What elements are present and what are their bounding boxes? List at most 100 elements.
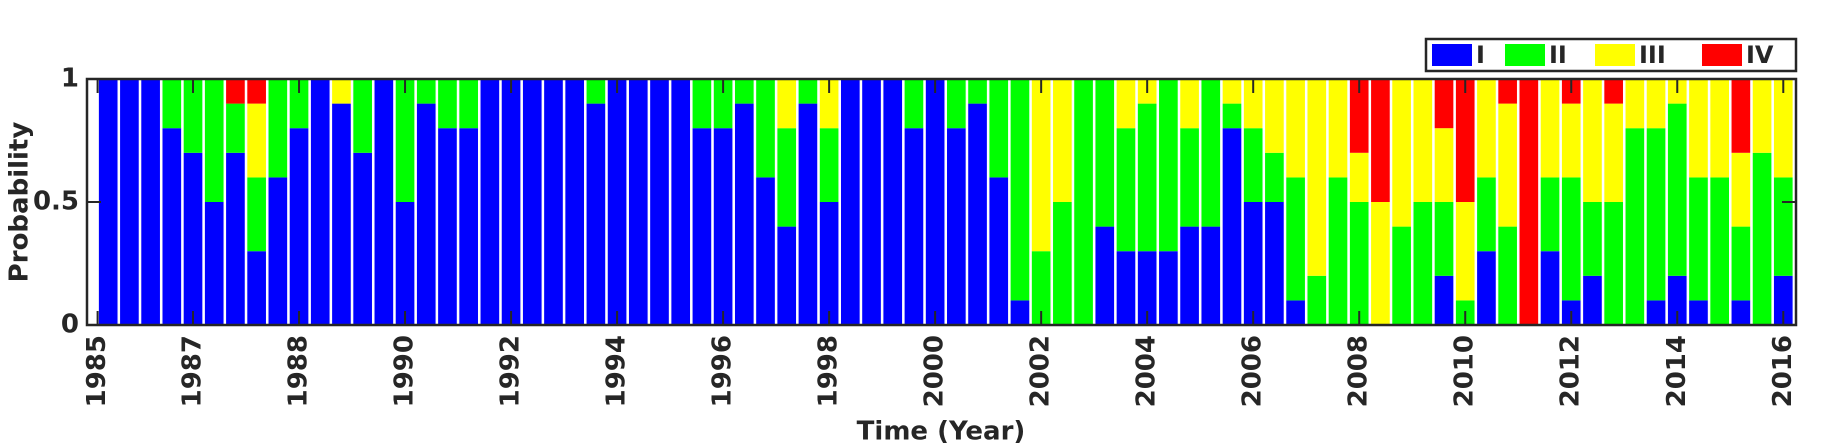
bar-segment <box>756 79 775 178</box>
bar-segment <box>1053 79 1072 202</box>
bar-segment <box>1328 79 1348 178</box>
bar-segment <box>1477 79 1496 178</box>
bar-segment <box>1265 152 1284 202</box>
bar-segment <box>968 79 987 104</box>
bar-segment <box>1286 177 1305 301</box>
bar-segment <box>862 79 881 325</box>
bar-segment <box>1180 226 1199 325</box>
legend-swatch <box>1505 44 1545 66</box>
bar-segment <box>1646 128 1666 301</box>
y-tick-label: 0.5 <box>33 187 79 217</box>
bar-segment <box>1243 128 1263 202</box>
x-tick-label: 1987 <box>178 335 208 407</box>
bar-segment <box>989 79 1009 178</box>
bar-segment <box>1604 103 1623 202</box>
bar-segment <box>1477 251 1496 325</box>
bar-segment <box>1243 202 1263 325</box>
bar-segment <box>586 79 606 104</box>
bar-segment <box>332 79 351 104</box>
bar-segment <box>1392 79 1411 227</box>
bar-segment <box>777 226 797 325</box>
bar-segment <box>1031 251 1051 325</box>
bar-segment <box>1116 251 1136 325</box>
legend-swatch <box>1595 44 1635 66</box>
bar-segment <box>1074 79 1093 325</box>
legend-label: I <box>1476 41 1485 69</box>
bar-segment <box>692 79 712 129</box>
bar-segment <box>247 251 266 325</box>
bar-segment <box>1349 79 1369 153</box>
bar-segment <box>777 79 797 129</box>
bar-segment <box>1434 128 1454 202</box>
bar-segment <box>777 128 797 227</box>
bar-segment <box>162 128 182 325</box>
y-tick-label: 0 <box>61 310 79 340</box>
bar-segment <box>713 79 733 129</box>
bar-segment <box>416 103 436 325</box>
bar-segment <box>1455 202 1475 301</box>
bar-segment <box>1540 79 1560 178</box>
bar-segment <box>1646 300 1666 325</box>
bar-segment <box>819 79 839 129</box>
bar-segment <box>1137 103 1157 252</box>
bar-segment <box>1540 251 1560 325</box>
bar-segment <box>1731 152 1751 227</box>
bar-segment <box>1307 79 1327 276</box>
bar-segment <box>904 128 924 325</box>
bar-segment <box>268 79 288 178</box>
bar-segment <box>1413 79 1433 202</box>
bar-segment <box>438 128 457 325</box>
bar-segment <box>1159 79 1178 252</box>
bar-segment <box>1667 103 1687 276</box>
x-tick-label: 2014 <box>1662 335 1692 407</box>
x-tick-label: 2016 <box>1768 335 1798 407</box>
bar-segment <box>1477 177 1496 252</box>
y-axis-label: Probability <box>5 122 35 283</box>
bar-segment <box>289 128 309 325</box>
bar-segment <box>650 79 669 325</box>
bar-segment <box>1010 79 1030 301</box>
x-tick-label: 1988 <box>284 335 314 407</box>
bar-segment <box>1349 202 1369 325</box>
bar-segment <box>840 79 860 325</box>
bar-segment <box>1413 202 1433 325</box>
bar-segment <box>183 79 203 153</box>
bar-segment <box>1625 79 1645 129</box>
bar-segment <box>459 79 478 129</box>
x-tick-label: 2012 <box>1556 335 1586 407</box>
bar-segment <box>904 79 924 129</box>
bar-segment <box>204 79 224 202</box>
bar-segment <box>1031 79 1051 252</box>
bar-segment <box>1222 128 1242 325</box>
x-tick-label: 2006 <box>1238 335 1268 407</box>
bar-segment <box>1434 79 1454 129</box>
bar-segment <box>607 79 627 325</box>
bar-segment <box>1392 226 1411 325</box>
bar-segment <box>1307 275 1327 325</box>
bar-segment <box>1773 275 1793 325</box>
bar-segment <box>1434 275 1454 325</box>
bar-segment <box>395 79 415 202</box>
bar-segment <box>183 152 203 325</box>
bar-segment <box>1159 251 1178 325</box>
bar-segment <box>1201 226 1221 325</box>
bar-segment <box>565 79 585 325</box>
bar-segment <box>1180 79 1199 129</box>
bar-segment <box>353 79 372 153</box>
bar-segment <box>120 79 139 325</box>
x-tick-label: 1994 <box>602 335 632 407</box>
bar-segment <box>628 79 648 325</box>
bar-segment <box>1222 79 1242 104</box>
bar-segment <box>819 128 839 202</box>
bar-segment <box>1434 202 1454 276</box>
legend-swatch <box>1432 44 1472 66</box>
bar-segment <box>310 79 330 325</box>
x-tick-label: 1998 <box>814 335 844 407</box>
bar-segment <box>204 202 224 325</box>
bar-segment <box>925 79 945 325</box>
legend-swatch <box>1702 44 1742 66</box>
bar-segment <box>247 79 266 104</box>
x-tick-label: 2002 <box>1026 335 1056 407</box>
bar-segment <box>332 103 351 325</box>
